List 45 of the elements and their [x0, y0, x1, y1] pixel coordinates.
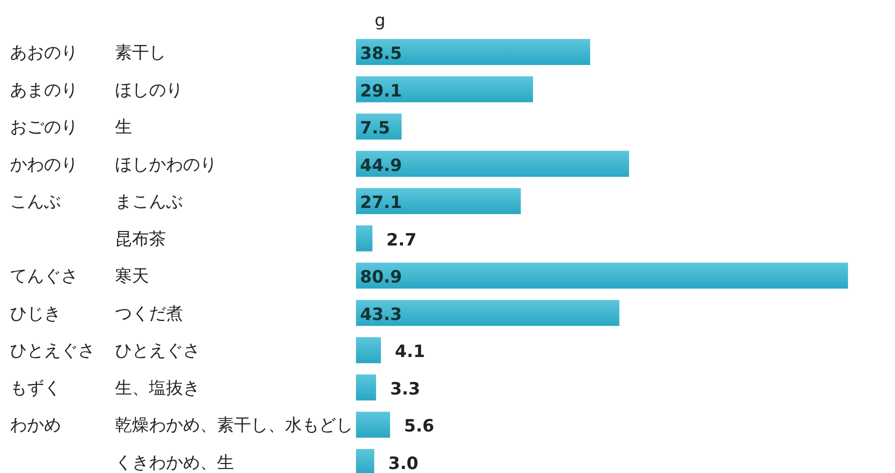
y-tick-label: つくだ煮 — [115, 304, 183, 324]
text: わかめ — [10, 416, 61, 436]
bar — [356, 225, 372, 252]
y-tick-label: 生、塩抜き — [115, 378, 200, 398]
bar — [356, 300, 620, 326]
text: あおのり — [10, 43, 78, 63]
data-label: 27.1 — [360, 193, 402, 214]
data-label: 3.3 — [390, 379, 420, 400]
data-label: 2.7 — [386, 230, 417, 250]
data-label: 3.0 — [388, 454, 419, 473]
y-tick-label: 寒天 — [115, 266, 149, 287]
y-tick-label: ほしかわのり — [115, 154, 217, 175]
bar — [356, 374, 376, 400]
data-label: 5.6 — [404, 416, 434, 437]
bar — [356, 150, 630, 177]
y-tick-label: 昆布茶 — [115, 229, 166, 250]
y-tick-label: まこんぶ — [115, 192, 183, 212]
data-label: 80.9 — [360, 268, 402, 288]
text: かわのり — [10, 154, 78, 175]
y-tick-label: 乾燥わかめ、素干し、水もどし — [115, 416, 353, 436]
y-tick-label: ひとえぐさ — [115, 341, 200, 362]
x-axis-title: g — [374, 11, 386, 31]
y-tick-label: くきわかめ、生 — [115, 453, 234, 473]
data-label: 4.1 — [394, 342, 426, 362]
bar — [356, 262, 848, 289]
data-label: 43.3 — [360, 304, 402, 325]
text: こんぶ — [10, 192, 61, 212]
bar — [356, 188, 521, 214]
y-tick-label: 生 — [115, 118, 132, 138]
text: あまのり — [10, 80, 78, 100]
data-label: 44.9 — [360, 156, 402, 176]
text: ひとえぐさ — [10, 341, 95, 362]
y-tick-label: ほしのり — [115, 80, 183, 100]
bar — [356, 76, 533, 102]
bar — [356, 39, 590, 65]
data-label: 29.1 — [360, 81, 402, 102]
bar — [356, 337, 381, 364]
text: もずく — [10, 378, 61, 398]
text: おごのり — [10, 118, 78, 138]
data-label: 7.5 — [360, 118, 390, 139]
text: てんぐさ — [10, 266, 78, 287]
y-tick-label: 素干し — [115, 43, 166, 63]
bar — [356, 412, 390, 438]
text: ひじき — [10, 304, 61, 324]
data-label: 38.5 — [360, 44, 402, 64]
